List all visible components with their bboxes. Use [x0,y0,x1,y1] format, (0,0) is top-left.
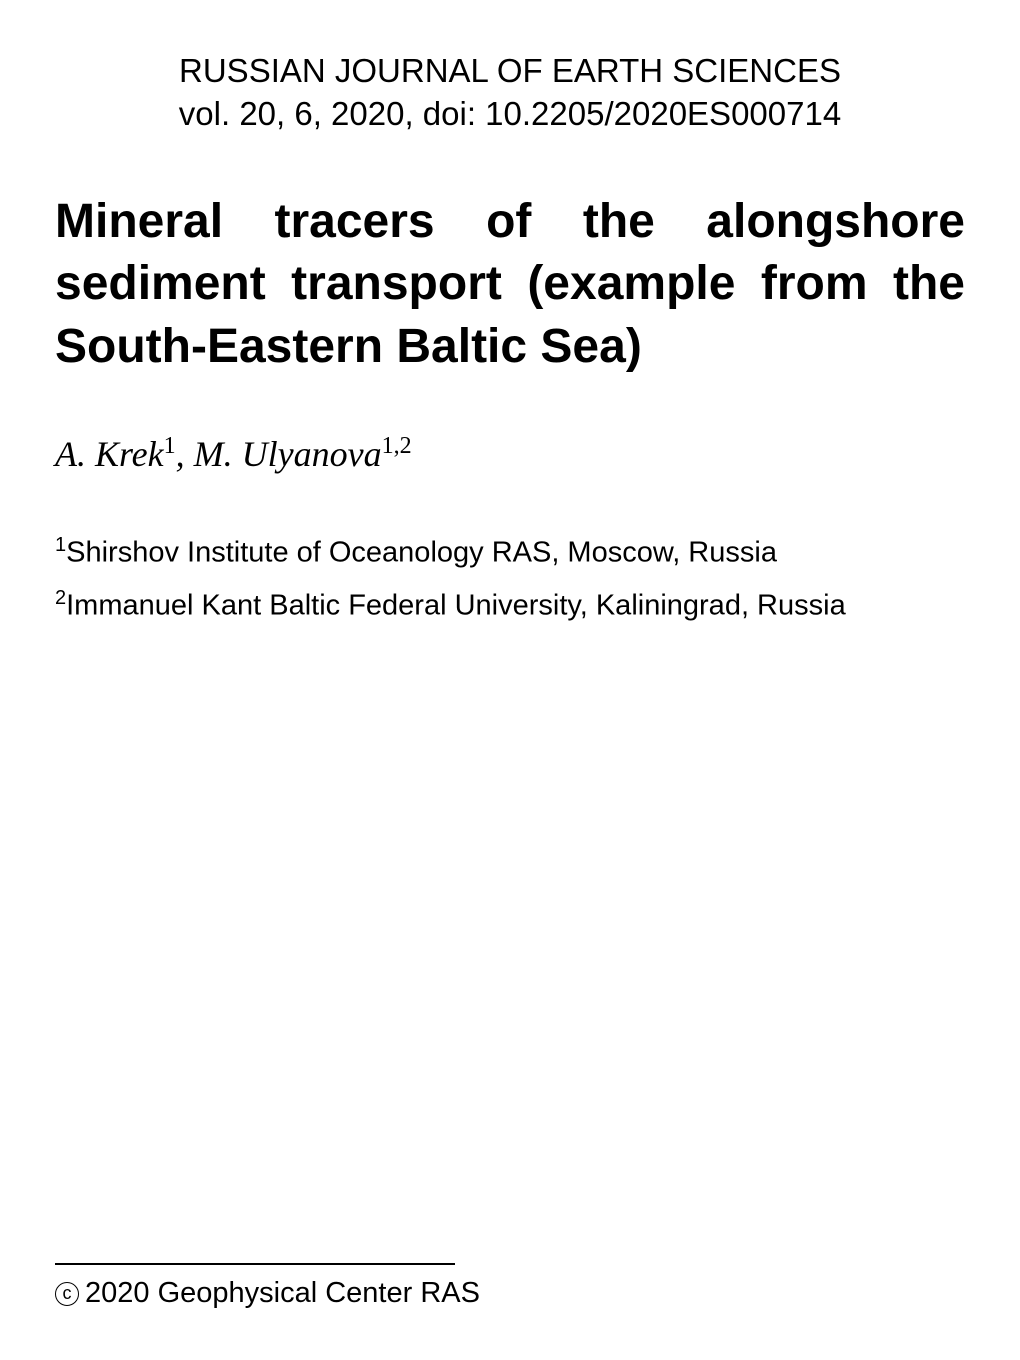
journal-volume-doi: vol. 20, 6, 2020, doi: 10.2205/2020ES000… [55,93,965,136]
affiliations: 1Shirshov Institute of Oceanology RAS, M… [55,530,965,628]
footer: c2020 Geophysical Center RAS [55,1263,480,1310]
affiliation-2-text: Immanuel Kant Baltic Federal University,… [66,590,846,622]
author-1: A. Krek [55,434,164,474]
copyright-symbol-icon: c [55,1282,79,1306]
affiliation-2: 2Immanuel Kant Baltic Federal University… [55,583,965,628]
copyright-text: 2020 Geophysical Center RAS [85,1277,480,1309]
affiliation-2-sup: 2 [55,587,66,609]
journal-header: RUSSIAN JOURNAL OF EARTH SCIENCES vol. 2… [55,50,965,136]
author-2: , M. Ulyanova [176,434,382,474]
footer-divider [55,1263,455,1265]
affiliation-1-text: Shirshov Institute of Oceanology RAS, Mo… [66,537,777,569]
author-2-sup: 1,2 [382,433,412,459]
copyright-line: c2020 Geophysical Center RAS [55,1277,480,1310]
paper-title: Mineral tracers of the alongshore sedime… [55,191,965,378]
author-1-sup: 1 [164,433,176,459]
affiliation-1-sup: 1 [55,534,66,556]
journal-title: RUSSIAN JOURNAL OF EARTH SCIENCES [55,50,965,93]
authors-line: A. Krek1, M. Ulyanova1,2 [55,433,965,475]
affiliation-1: 1Shirshov Institute of Oceanology RAS, M… [55,530,965,575]
